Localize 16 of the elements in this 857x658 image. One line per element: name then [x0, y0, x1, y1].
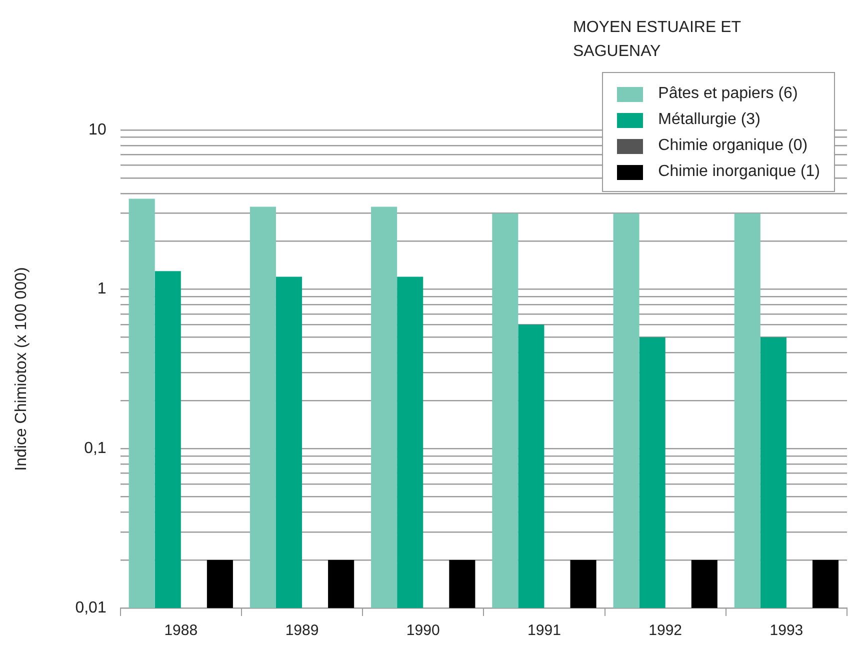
legend-label: Métallurgie (3)	[658, 111, 760, 129]
chart-title: MOYEN ESTUAIRE ET SAGUENAY	[573, 18, 742, 62]
y-tick-label: 10	[88, 121, 106, 138]
x-tick-label: 1992	[648, 622, 682, 640]
y-tick-label: 0,1	[84, 440, 106, 458]
legend-label: Chimie organique (0)	[658, 137, 808, 155]
legend-label: Pâtes et papiers (6)	[658, 85, 798, 103]
y-tick-label: 1	[97, 280, 106, 298]
x-tick-label: 1993	[770, 622, 804, 640]
y-tick-label: 0,01	[75, 599, 106, 616]
x-tick-label: 1988	[164, 622, 198, 640]
x-tick-label: 1989	[285, 622, 319, 640]
y-axis-title: Indice Chimiotox (x 100 000)	[13, 267, 30, 471]
legend-label: Chimie inorganique (1)	[658, 163, 820, 181]
x-tick-label: 1991	[528, 622, 561, 640]
x-tick-label: 1990	[406, 622, 440, 640]
